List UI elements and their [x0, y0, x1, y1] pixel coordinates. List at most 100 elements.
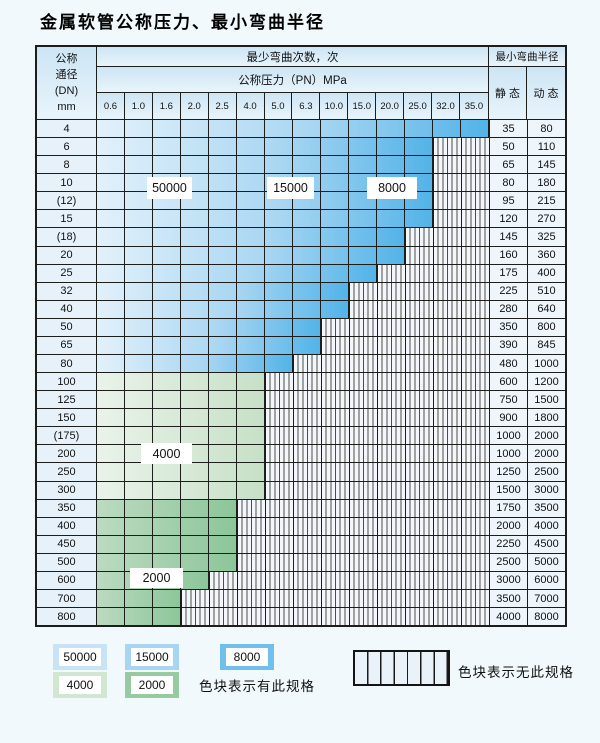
pressure-zone — [97, 300, 489, 318]
colored-span — [97, 517, 237, 535]
dynamic-cell: 215 — [527, 192, 565, 210]
table-row: 600 3000 6000 — [37, 570, 565, 590]
static-cell: 1000 — [489, 427, 527, 445]
legend-row-1: 50000 15000 8000 — [53, 644, 292, 670]
static-cell: 175 — [489, 264, 527, 282]
dynamic-cell: 510 — [527, 282, 565, 300]
table-row: 15 120 270 — [37, 209, 565, 228]
dn-cell: 6 — [37, 138, 97, 156]
table-row: 125 750 1500 — [37, 390, 565, 409]
table-row: 700 3500 7000 — [37, 589, 565, 608]
table-row: 450 2250 4500 — [37, 534, 565, 553]
cycles-label-50000: 50000 — [147, 177, 192, 199]
dynamic-cell: 4000 — [527, 517, 565, 535]
colored-span — [97, 228, 405, 246]
table-body: 4 35 80 6 50 110 8 65 145 10 80 180 (12) 95 215 15 120 27… — [37, 120, 565, 626]
colored-span — [97, 355, 293, 373]
dn-cell: 4 — [37, 120, 97, 138]
static-cell: 1250 — [489, 463, 527, 481]
no-spec-hatch — [181, 590, 489, 608]
pressure-zone — [97, 499, 489, 517]
table-row: 40 280 640 — [37, 299, 565, 318]
pressure-zone — [97, 336, 489, 355]
legend-swatch-4000: 4000 — [53, 672, 107, 698]
dn-header-line: (DN) — [54, 85, 79, 97]
no-spec-hatch — [433, 210, 489, 228]
colored-span — [97, 300, 349, 318]
dynamic-cell: 4500 — [527, 535, 565, 553]
no-spec-hatch — [237, 535, 489, 553]
no-spec-hatch — [433, 138, 489, 156]
pressure-title: 公称压力（PN）MPa — [97, 67, 488, 93]
static-cell: 95 — [489, 192, 527, 210]
table-row: 65 390 845 — [37, 335, 565, 355]
static-cell: 160 — [489, 246, 527, 264]
static-cell: 600 — [489, 373, 527, 391]
table-row: 80 480 1000 — [37, 354, 565, 373]
dynamic-header-cell: 动 态 — [527, 67, 565, 119]
legend-has-spec-text: 色块表示有此规格 — [199, 679, 315, 694]
no-spec-hatch — [433, 174, 489, 192]
colored-span — [97, 120, 489, 138]
legend-no-spec-text: 色块表示无此规格 — [458, 665, 574, 680]
cycles-label-15000: 15000 — [267, 177, 314, 199]
dynamic-cell: 2000 — [527, 427, 565, 445]
pressure-zone — [97, 535, 489, 553]
dn-header-line: mm — [57, 101, 76, 113]
static-cell: 80 — [489, 174, 527, 192]
colored-span — [97, 463, 265, 481]
dynamic-cell: 6000 — [527, 571, 565, 590]
bend-cycles-header: 最少弯曲次数，次 — [97, 47, 489, 66]
dynamic-cell: 845 — [527, 336, 565, 355]
pressure-header-block: 公称压力（PN）MPa 0.6 1.0 1.6 2.0 2.5 4.0 5.0 6.3 10.0… — [97, 67, 489, 119]
pressure-zone — [97, 409, 489, 427]
dynamic-cell: 180 — [527, 174, 565, 192]
pressure-col-header: 0.6 — [97, 93, 125, 119]
pressure-zone — [97, 282, 489, 300]
dn-cell: 450 — [37, 535, 97, 553]
static-cell: 1500 — [489, 481, 527, 499]
pressure-col-header: 1.6 — [153, 93, 181, 119]
dn-cell: 500 — [37, 553, 97, 571]
dn-cell: 400 — [37, 517, 97, 535]
pressure-col-header: 1.0 — [125, 93, 153, 119]
static-cell: 350 — [489, 318, 527, 336]
dynamic-cell: 8000 — [527, 608, 565, 626]
pressure-zone — [97, 156, 489, 174]
pressure-zone — [97, 192, 489, 210]
header-right: 最少弯曲次数，次 最小弯曲半径 公称压力（PN）MPa 0.6 1.0 1.6 2.0… — [97, 47, 565, 119]
dynamic-cell: 145 — [527, 156, 565, 174]
dynamic-cell: 110 — [527, 138, 565, 156]
dn-cell: 80 — [37, 355, 97, 373]
no-spec-hatch — [349, 300, 489, 318]
dn-cell: 20 — [37, 246, 97, 264]
static-header-cell: 静 态 — [489, 67, 527, 119]
dn-cell: 8 — [37, 156, 97, 174]
pressure-zone — [97, 517, 489, 535]
pressure-zone — [97, 355, 489, 373]
pressure-zone — [97, 246, 489, 264]
static-cell: 750 — [489, 391, 527, 409]
dn-cell: 600 — [37, 571, 97, 590]
no-spec-hatch — [265, 373, 489, 391]
static-cell: 50 — [489, 138, 527, 156]
dn-cell: 15 — [37, 210, 97, 228]
cycles-label-2000: 2000 — [130, 568, 183, 588]
pressure-zone — [97, 264, 489, 282]
dynamic-cell: 640 — [527, 300, 565, 318]
dn-cell: (18) — [37, 228, 97, 246]
static-cell: 4000 — [489, 608, 527, 626]
min-bend-radius-header: 最小弯曲半径 — [489, 47, 565, 66]
dynamic-cell: 7000 — [527, 590, 565, 608]
table-row: (18) 145 325 — [37, 227, 565, 246]
legend-swatch-label: 8000 — [226, 648, 268, 666]
no-spec-hatch — [377, 264, 489, 282]
dynamic-cell: 3000 — [527, 481, 565, 499]
pressure-col-header: 6.3 — [292, 93, 321, 119]
dynamic-cell: 270 — [527, 210, 565, 228]
table-row: 25 175 400 — [37, 263, 565, 282]
static-cell: 2000 — [489, 517, 527, 535]
pressure-col-header: 25.0 — [404, 93, 433, 119]
dn-cell: 32 — [37, 282, 97, 300]
colored-span — [97, 264, 377, 282]
